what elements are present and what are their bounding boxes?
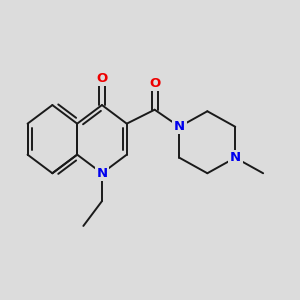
Bar: [228, 150, 243, 165]
Text: N: N: [174, 120, 185, 133]
Bar: [172, 119, 187, 134]
Bar: [94, 166, 110, 181]
Bar: [94, 71, 110, 86]
Bar: [147, 76, 162, 91]
Text: N: N: [96, 167, 107, 180]
Text: N: N: [230, 151, 241, 164]
Text: O: O: [96, 72, 108, 85]
Text: O: O: [149, 77, 160, 90]
